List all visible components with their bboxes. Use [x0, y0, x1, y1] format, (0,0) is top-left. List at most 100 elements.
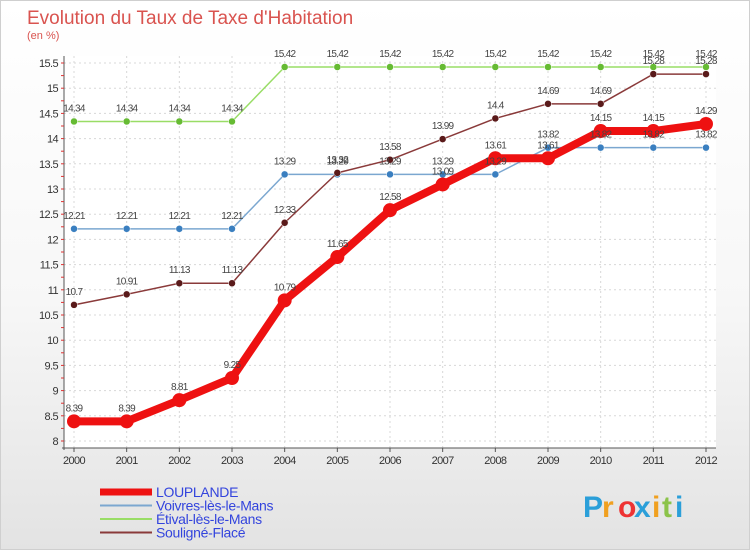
data-label: 8.39	[118, 403, 136, 414]
x-tick-label: 2002	[168, 455, 191, 467]
y-tick-label: 13	[47, 184, 59, 196]
legend-label: Étival-lès-le-Mans	[156, 511, 262, 527]
y-tick-label: 14	[47, 134, 59, 146]
data-point	[649, 143, 658, 152]
data-point	[175, 225, 184, 233]
y-tick-label: 15.5	[39, 58, 58, 70]
series-0	[67, 116, 713, 429]
data-point	[172, 393, 187, 408]
data-label: 8.81	[171, 382, 189, 393]
data-point	[386, 156, 394, 164]
y-tick-label: 8.5	[45, 411, 59, 423]
y-tick-label: 12	[47, 234, 59, 246]
data-point	[702, 143, 710, 152]
y-tick-label: 11	[48, 285, 59, 297]
data-point	[593, 124, 608, 139]
data-point	[175, 279, 184, 287]
data-label: 12.21	[221, 211, 244, 222]
data-point	[333, 169, 342, 177]
data-point	[596, 100, 605, 108]
data-label: 12.21	[169, 211, 192, 222]
data-label: 14.34	[221, 103, 244, 114]
data-point	[228, 225, 236, 233]
data-point	[544, 143, 552, 152]
data-point	[383, 203, 397, 218]
legend-label: Voivres-lès-le-Mans	[156, 498, 274, 514]
data-point	[544, 63, 552, 71]
data-label: 14.69	[537, 86, 560, 97]
data-label: 15.42	[537, 49, 560, 60]
data-label: 15.42	[379, 49, 402, 60]
data-label: 13.58	[379, 142, 402, 153]
data-label: 15.42	[327, 49, 350, 60]
data-point	[386, 63, 394, 71]
legend-label: Souligné-Flacé	[156, 525, 246, 541]
data-label: 14.15	[643, 113, 666, 124]
y-tick-label: 14.5	[39, 108, 58, 120]
x-tick-label: 2009	[537, 455, 560, 467]
series-2	[70, 63, 710, 126]
legend-label: LOUPLANDE	[156, 484, 238, 500]
data-point	[70, 301, 78, 309]
y-tick-label: 9	[52, 386, 58, 398]
data-label: 13.82	[695, 130, 718, 141]
logo-letter: o	[618, 491, 637, 524]
data-point	[119, 414, 134, 429]
data-point	[435, 177, 450, 192]
logo-letter: i	[652, 491, 661, 524]
chart-subtitle: (en %)	[27, 30, 59, 42]
data-point	[649, 70, 658, 78]
data-label: 14.34	[63, 103, 86, 114]
data-point	[491, 114, 500, 123]
data-label: 13.82	[537, 130, 560, 141]
data-point	[702, 70, 710, 78]
data-point	[70, 225, 78, 233]
data-point	[438, 63, 447, 71]
x-tick-label: 2003	[221, 455, 244, 467]
data-label: 14.69	[590, 86, 613, 97]
data-point	[280, 63, 289, 71]
data-point	[488, 151, 503, 166]
data-label: 13.29	[485, 156, 508, 167]
data-label: 12.58	[379, 192, 402, 203]
data-point	[596, 63, 605, 71]
x-tick-label: 2010	[590, 455, 613, 467]
data-point	[277, 293, 292, 308]
data-label: 11.13	[169, 265, 191, 276]
data-label: 13.29	[274, 156, 297, 167]
chart-title: Evolution du Taux de Taxe d'Habitation	[27, 8, 353, 29]
data-point	[228, 279, 236, 287]
y-tick-label: 12.5	[39, 209, 58, 221]
y-tick-label: 10.5	[39, 310, 58, 322]
data-label: 14.15	[590, 113, 613, 124]
data-label: 14.34	[116, 103, 139, 114]
data-label: 13.82	[590, 130, 613, 141]
data-point	[122, 290, 131, 299]
proxiti-logo: Pr ox i t i	[583, 491, 683, 524]
data-label: 14.34	[169, 103, 192, 114]
data-label: 10.7	[66, 287, 84, 298]
data-label: 15.42	[590, 49, 613, 60]
data-point	[228, 117, 236, 126]
legend-item: Étival-lès-le-Mans	[100, 511, 262, 527]
data-label: 10.79	[274, 282, 297, 293]
y-tick-label: 8	[52, 436, 58, 448]
x-tick-label: 2004	[274, 455, 297, 467]
data-label: 15.28	[643, 56, 666, 67]
y-tick-label: 9.5	[45, 360, 59, 372]
data-label: 13.99	[432, 121, 455, 132]
x-tick-label: 2012	[695, 455, 718, 467]
x-tick-label: 2011	[643, 455, 665, 467]
y-tick-label: 13.5	[39, 159, 58, 171]
data-point	[70, 117, 78, 126]
data-point	[491, 170, 500, 179]
data-label: 12.21	[63, 211, 86, 222]
data-label: 15.42	[485, 49, 508, 60]
data-label: 10.91	[116, 276, 139, 287]
data-point	[280, 219, 289, 227]
data-point	[225, 371, 239, 385]
data-label: 11.65	[327, 239, 349, 250]
y-tick-label: 15	[47, 83, 59, 95]
data-point	[330, 250, 345, 265]
